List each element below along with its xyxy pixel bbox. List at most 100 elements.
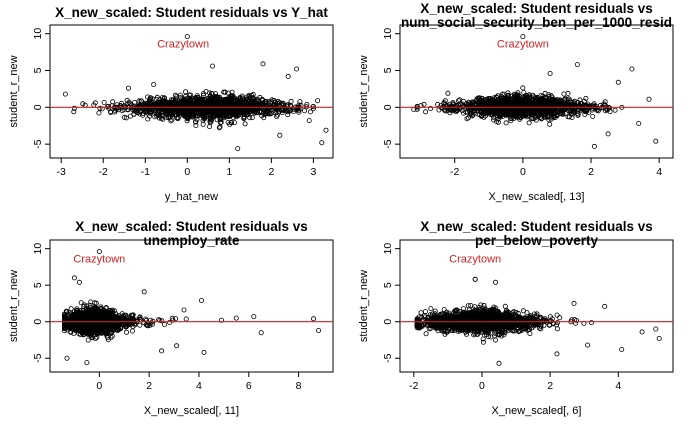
panel-1-title: X_new_scaled: Student residuals vs Y_hat xyxy=(55,5,328,20)
data-point xyxy=(174,343,180,349)
data-point xyxy=(213,94,219,100)
data-point xyxy=(260,101,266,107)
data-point xyxy=(554,111,560,117)
panel-4-title: X_new_scaled: Student residuals vs xyxy=(420,219,653,234)
y-tick-label: -5 xyxy=(32,139,44,148)
data-point xyxy=(310,316,316,322)
data-point xyxy=(127,101,133,107)
data-point xyxy=(62,314,68,320)
data-point xyxy=(533,117,539,123)
data-point xyxy=(113,315,119,321)
data-point xyxy=(445,90,451,96)
data-point xyxy=(181,109,187,115)
data-point xyxy=(550,97,556,103)
data-point xyxy=(615,79,621,85)
data-point xyxy=(588,104,594,110)
data-point xyxy=(153,96,159,102)
data-point xyxy=(283,107,289,113)
y-tick-label: -5 xyxy=(382,353,394,362)
data-point xyxy=(145,323,151,329)
y-tick-label: -5 xyxy=(382,139,394,148)
data-point xyxy=(205,108,211,114)
data-point xyxy=(537,98,543,104)
panel-4-x-axis-label: X_new_scaled[, 6] xyxy=(492,405,582,417)
data-point xyxy=(277,100,283,106)
data-point xyxy=(84,360,90,366)
y-tick-label: 0 xyxy=(32,319,44,325)
data-point xyxy=(123,115,129,121)
data-point xyxy=(79,325,85,331)
data-point xyxy=(173,112,179,118)
data-point xyxy=(517,93,523,99)
data-point xyxy=(495,119,501,125)
data-point xyxy=(76,320,82,326)
data-point xyxy=(547,121,553,127)
data-point xyxy=(603,108,609,114)
data-point xyxy=(247,115,253,121)
data-point xyxy=(319,140,325,146)
data-point xyxy=(73,316,79,322)
data-point xyxy=(66,309,72,315)
data-point xyxy=(137,322,143,328)
data-point xyxy=(151,82,157,88)
data-point xyxy=(442,98,448,104)
data-point xyxy=(152,108,158,114)
data-point xyxy=(541,109,547,115)
data-point xyxy=(209,63,215,69)
data-point xyxy=(523,105,529,111)
x-tick-label: -2 xyxy=(99,166,108,178)
data-point xyxy=(124,322,130,328)
data-point xyxy=(497,114,503,120)
data-point xyxy=(225,113,231,119)
data-point xyxy=(277,132,283,138)
data-point xyxy=(467,111,473,117)
data-point xyxy=(532,95,538,101)
data-point xyxy=(112,107,118,113)
data-point xyxy=(260,97,266,103)
data-point xyxy=(233,315,239,321)
data-point xyxy=(169,107,175,113)
data-point xyxy=(159,348,165,354)
data-point xyxy=(113,322,119,328)
data-point xyxy=(162,108,168,114)
data-point xyxy=(88,329,94,335)
y-tick-label: 5 xyxy=(32,282,44,288)
data-point xyxy=(88,315,94,321)
data-point xyxy=(181,307,187,313)
data-point xyxy=(179,96,185,102)
data-point xyxy=(487,109,493,115)
data-point xyxy=(595,108,601,114)
x-tick-label: 0 xyxy=(479,380,485,392)
data-point xyxy=(68,322,74,328)
data-point xyxy=(121,103,127,109)
data-point xyxy=(120,315,126,321)
data-point xyxy=(201,349,207,355)
data-point xyxy=(441,307,447,313)
data-point xyxy=(264,106,270,112)
data-point xyxy=(422,309,428,315)
data-point xyxy=(90,330,96,336)
data-point xyxy=(521,90,527,96)
data-point xyxy=(93,300,99,306)
y-tick-label: 10 xyxy=(382,243,394,255)
data-point xyxy=(294,66,300,72)
data-point xyxy=(172,92,178,98)
data-point xyxy=(568,109,574,115)
data-point xyxy=(503,120,509,126)
data-point xyxy=(428,106,434,112)
data-point xyxy=(636,121,642,127)
data-point xyxy=(125,101,131,107)
data-point xyxy=(137,314,143,320)
data-point xyxy=(531,94,537,100)
x-tick-label: -2 xyxy=(409,380,418,392)
x-tick-label: -3 xyxy=(57,166,66,178)
data-point xyxy=(109,311,115,317)
data-point xyxy=(92,100,98,106)
data-point xyxy=(231,120,237,126)
x-tick-label: 4 xyxy=(196,380,202,392)
panel-4-frame xyxy=(399,239,674,373)
panel-2-frame xyxy=(399,24,674,159)
data-point xyxy=(545,105,551,111)
data-point xyxy=(233,114,239,120)
